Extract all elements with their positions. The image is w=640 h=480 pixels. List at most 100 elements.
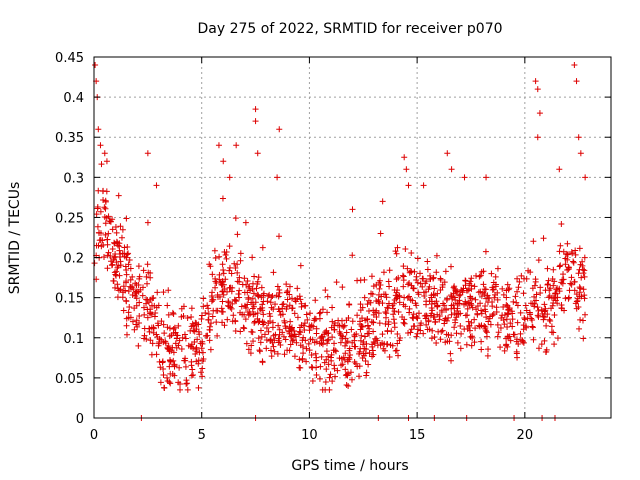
data-point xyxy=(476,273,483,280)
data-point xyxy=(427,276,434,283)
data-point xyxy=(219,195,226,202)
data-point xyxy=(417,270,424,277)
y-tick-label: 0.05 xyxy=(55,372,84,387)
data-point xyxy=(102,220,109,227)
data-point xyxy=(178,346,185,353)
data-point xyxy=(325,353,332,360)
data-point xyxy=(324,293,331,300)
data-point xyxy=(460,285,467,292)
data-point xyxy=(480,289,487,296)
data-point xyxy=(209,313,216,320)
data-point xyxy=(500,316,507,323)
data-point xyxy=(571,287,578,294)
data-point xyxy=(448,311,455,318)
data-point xyxy=(144,280,151,287)
data-point xyxy=(112,223,119,230)
data-point xyxy=(401,320,408,327)
data-point xyxy=(556,263,563,270)
data-point xyxy=(454,305,461,312)
data-point xyxy=(124,251,131,258)
data-point xyxy=(566,294,573,301)
data-point xyxy=(402,303,409,310)
data-point xyxy=(260,292,267,299)
data-point xyxy=(276,126,283,133)
data-point xyxy=(533,291,540,298)
data-point xyxy=(354,312,361,319)
data-point xyxy=(254,280,261,287)
data-point xyxy=(370,351,377,358)
data-point xyxy=(464,305,471,312)
data-point xyxy=(454,288,461,295)
data-point xyxy=(211,247,218,254)
x-tick-labels: 0 5 10 15 20 xyxy=(90,428,533,443)
data-point xyxy=(408,250,415,257)
data-point xyxy=(331,340,338,347)
data-point xyxy=(329,334,336,341)
data-point xyxy=(530,238,537,245)
data-point xyxy=(267,338,274,345)
data-point xyxy=(202,310,209,317)
data-point xyxy=(455,300,462,307)
data-point xyxy=(280,333,287,340)
data-point xyxy=(275,306,282,313)
data-point xyxy=(107,218,114,225)
data-point xyxy=(232,215,239,222)
y-tick-label: 0.45 xyxy=(55,51,84,66)
data-point xyxy=(566,287,573,294)
data-point xyxy=(379,300,386,307)
data-point xyxy=(580,335,587,342)
data-point xyxy=(392,292,399,299)
data-point xyxy=(150,325,157,332)
data-point xyxy=(303,358,310,365)
data-point xyxy=(346,301,353,308)
data-point xyxy=(337,339,344,346)
data-point xyxy=(384,304,391,311)
data-points xyxy=(91,62,589,393)
y-tick-label: 0 xyxy=(76,412,84,427)
data-point xyxy=(331,320,338,327)
data-point xyxy=(244,289,251,296)
data-point xyxy=(342,342,349,349)
data-point xyxy=(380,345,387,352)
data-point xyxy=(254,150,261,157)
data-point xyxy=(129,273,136,280)
data-point xyxy=(400,283,407,290)
data-point xyxy=(113,229,120,236)
data-point xyxy=(442,315,449,322)
data-point xyxy=(342,335,349,342)
data-point xyxy=(298,300,305,307)
data-point xyxy=(534,312,541,319)
data-point xyxy=(215,294,222,301)
data-point xyxy=(272,331,279,338)
data-point xyxy=(573,78,580,85)
data-point xyxy=(343,382,350,389)
data-point xyxy=(402,245,409,252)
data-point xyxy=(188,372,195,379)
y-tick-label: 0.3 xyxy=(63,171,84,186)
data-point xyxy=(323,348,330,355)
data-point xyxy=(253,285,260,292)
data-point xyxy=(328,357,335,364)
data-point xyxy=(478,310,485,317)
data-point xyxy=(361,294,368,301)
data-point xyxy=(233,142,240,149)
data-point xyxy=(319,306,326,313)
data-point xyxy=(208,298,215,305)
data-point xyxy=(331,347,338,354)
data-point xyxy=(157,364,164,371)
data-point xyxy=(568,281,575,288)
data-point xyxy=(220,281,227,288)
data-point xyxy=(333,279,340,286)
data-point xyxy=(359,315,366,322)
data-point xyxy=(160,372,167,379)
data-point xyxy=(384,305,391,312)
data-point xyxy=(149,340,156,347)
data-point xyxy=(472,325,479,332)
data-point xyxy=(122,263,129,270)
data-point xyxy=(395,352,402,359)
data-point xyxy=(523,275,530,282)
data-point xyxy=(221,322,228,329)
data-point xyxy=(520,339,527,346)
data-point xyxy=(288,332,295,339)
